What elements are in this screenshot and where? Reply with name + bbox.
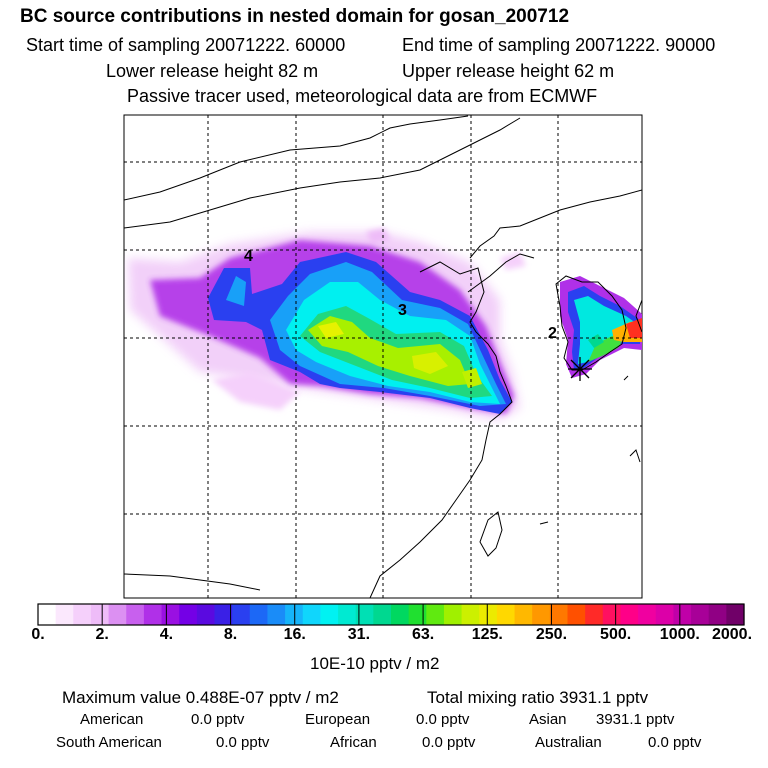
colorbar-cell (443, 604, 463, 625)
tracer-note-text: Passive tracer used, meteorological data… (127, 86, 598, 106)
colorbar-cell (338, 604, 357, 625)
grid-lines (124, 115, 642, 598)
start-time-text: Start time of sampling 20071222. 60000 (26, 35, 346, 55)
colorbar-tick-label: 250. (535, 626, 568, 643)
european-value: 0.0 pptv (416, 711, 470, 728)
colorbar-tick-label: 1000. (659, 626, 700, 643)
colorbar-cell (408, 604, 427, 625)
point-label-2: 2 (548, 325, 557, 342)
colorbar-cell (691, 604, 710, 625)
colorbar-cell (567, 604, 586, 625)
colorbar-cell (532, 604, 551, 625)
colorbar-cell (126, 604, 145, 625)
star-marker-icon (568, 357, 592, 381)
colorbar-cell (55, 604, 74, 625)
colorbar-cell (355, 604, 374, 625)
colorbar-tick-label: 31. (347, 626, 371, 643)
colorbar-cell (267, 604, 286, 625)
american-label: American (80, 711, 144, 728)
colorbar-tick-label: 8. (223, 626, 238, 643)
colorbar-cell (479, 604, 498, 625)
south-american-label: South American (56, 734, 162, 751)
asian-label: Asian (529, 711, 567, 728)
colorbar-cell (73, 604, 92, 625)
colorbar-tick-label: 16. (283, 626, 306, 643)
colorbar-cell (373, 604, 392, 625)
coastlines (124, 115, 642, 598)
american-value: 0.0 pptv (191, 711, 245, 728)
colorbar-cell (38, 604, 57, 625)
colorbar-cell (232, 604, 251, 625)
colorbar-units: 10E-10 pptv / m2 (310, 654, 440, 673)
lower-height-text: Lower release height 82 m (106, 61, 319, 81)
end-time-text: End time of sampling 20071222. 90000 (402, 35, 716, 55)
colorbar-tick-label: 0. (31, 626, 45, 643)
colorbar-cell (638, 604, 657, 625)
figure-title: BC source contributions in nested domain… (20, 6, 570, 27)
colorbar-cell (673, 604, 692, 625)
colorbar-cell (726, 604, 745, 625)
european-label: European (305, 711, 371, 728)
colorbar-cell (108, 604, 127, 625)
colorbar-tick-label: 4. (159, 626, 174, 643)
colorbar-cell (391, 604, 410, 625)
colorbar-cell (496, 604, 516, 625)
colorbar-cell (285, 604, 304, 625)
colorbar-cell (179, 604, 198, 625)
colorbar-tick-label: 2000. (711, 626, 753, 643)
colorbar-cell (302, 604, 321, 625)
colorbar-cell (602, 604, 622, 625)
colorbar-tick-label: 2. (95, 626, 109, 643)
point-label-4: 4 (244, 248, 253, 265)
maximum-value-text: Maximum value 0.488E-07 pptv / m2 (62, 688, 339, 707)
australian-label: Australian (535, 734, 602, 751)
colorbar-cell (655, 604, 674, 625)
colorbar-cell (426, 604, 445, 625)
australian-value: 0.0 pptv (648, 734, 702, 751)
total-mixing-ratio-text: Total mixing ratio 3931.1 pptv (427, 688, 649, 707)
colorbar-cell (161, 604, 180, 625)
colorbar-cell (90, 604, 110, 625)
colorbar-cell (143, 604, 163, 625)
colorbar-cell (249, 604, 269, 625)
colorbar-frame (37, 603, 745, 626)
colorbar-cell (585, 604, 604, 625)
african-label: African (330, 734, 377, 751)
colorbar-cell (549, 604, 569, 625)
colorbar-tick-label: 500. (600, 626, 632, 643)
colorbar-cell (514, 604, 533, 625)
asian-value: 3931.1 pptv (596, 711, 675, 728)
african-value: 0.0 pptv (422, 734, 476, 751)
colorbar-cell (214, 604, 233, 625)
colorbar-cell (320, 604, 339, 625)
upper-height-text: Upper release height 62 m (402, 61, 615, 81)
colorbar-tick-label: 63. (411, 626, 435, 643)
colorbar-cell (708, 604, 727, 625)
point-label-3: 3 (398, 302, 407, 319)
south-american-value: 0.0 pptv (216, 734, 270, 751)
colorbar-cell (461, 604, 480, 625)
colorbar-tick-label: 125. (471, 626, 503, 643)
colorbar-cell (620, 604, 639, 625)
colorbar-cell (196, 604, 216, 625)
